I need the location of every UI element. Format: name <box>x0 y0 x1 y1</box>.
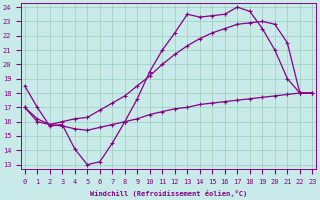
X-axis label: Windchill (Refroidissement éolien,°C): Windchill (Refroidissement éolien,°C) <box>90 190 247 197</box>
